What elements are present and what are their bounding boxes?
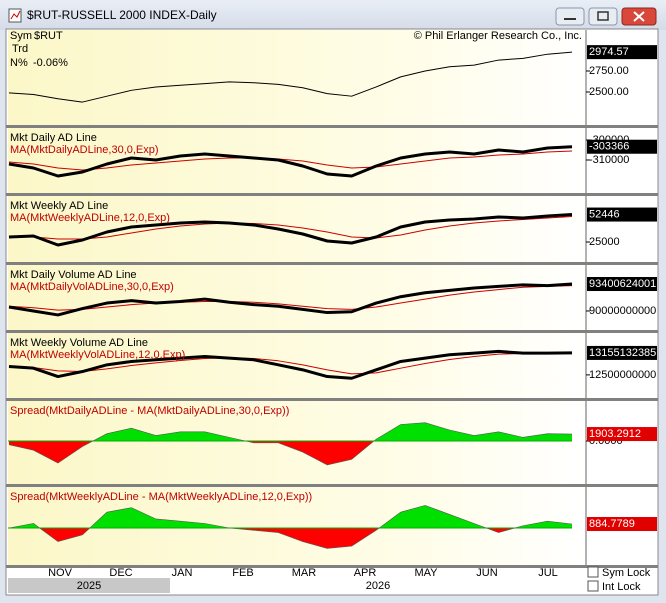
copyright: © Phil Erlanger Research Co., Inc. xyxy=(414,30,582,42)
sym-value: $RUT xyxy=(34,30,63,42)
sym-lock-checkbox[interactable] xyxy=(587,566,599,578)
plot-body xyxy=(8,282,573,317)
close-glyph xyxy=(633,11,645,22)
plot-body xyxy=(8,213,573,247)
panel-subtitle: MA(MktDailyVolADLine,30,0,Exp) xyxy=(10,281,174,293)
y-tick-label: 25000 xyxy=(589,236,620,248)
int-lock-checkbox[interactable] xyxy=(587,580,599,592)
month-label: DEC xyxy=(109,567,132,579)
y-tick-label: -310000 xyxy=(589,154,629,166)
maximize-glyph xyxy=(597,11,609,21)
plot-body xyxy=(8,51,573,103)
year-band xyxy=(8,578,170,593)
app-icon-glyph xyxy=(10,10,21,20)
panel: Spread(MktWeeklyADLine - MA(MktWeeklyADL… xyxy=(6,487,658,568)
panel-background xyxy=(8,265,586,330)
trd-label: Trd xyxy=(12,43,28,55)
panel-title: Spread(MktDailyADLine - MA(MktDailyADLin… xyxy=(10,405,289,417)
sym-lock-label: Sym Lock xyxy=(602,567,651,579)
window-title: $RUT-RUSSELL 2000 INDEX-Daily xyxy=(27,8,217,22)
ma-line xyxy=(8,352,572,375)
current-value-box xyxy=(587,427,657,442)
plot-body xyxy=(8,422,573,466)
panel-title: Mkt Weekly AD Line xyxy=(10,200,108,212)
plot-body xyxy=(8,505,573,549)
month-label: APR xyxy=(354,567,377,579)
current-value-box xyxy=(587,277,657,292)
spread-outline xyxy=(8,505,573,549)
negative-area xyxy=(9,441,572,465)
year-label: 2025 xyxy=(77,580,101,592)
panel-subtitle: MA(MktDailyADLine,30,0,Exp) xyxy=(10,144,159,156)
month-label: MAY xyxy=(414,567,438,579)
data-line xyxy=(8,213,573,247)
maximize-button[interactable] xyxy=(588,7,618,26)
plot-body xyxy=(8,145,573,178)
panel-title: Mkt Weekly Volume AD Line xyxy=(10,337,148,349)
positive-area xyxy=(9,505,572,529)
panel: 25000 Mkt Weekly AD LineMA(MktWeeklyADLin… xyxy=(6,196,658,265)
panel-background xyxy=(8,196,586,262)
panel: 90000000000 Mkt Daily Volume AD LineMA(Mk… xyxy=(6,265,658,333)
current-value-label: 2974.57 xyxy=(589,46,629,58)
title-bar xyxy=(0,0,666,30)
current-value-box xyxy=(587,139,657,154)
current-value-box xyxy=(587,45,657,60)
current-value-label: -303366 xyxy=(589,141,629,153)
y-tick-label: 12500000000 xyxy=(589,369,656,381)
month-label: JUN xyxy=(476,567,497,579)
minimize-button[interactable] xyxy=(555,7,585,26)
current-value-label: 1903.2912 xyxy=(589,428,641,440)
panel: 12500000000 Mkt Weekly Volume AD LineMA(M… xyxy=(6,333,658,401)
month-label: NOV xyxy=(48,567,73,579)
int-lock-label: Int Lock xyxy=(602,581,641,593)
current-value-box xyxy=(587,517,657,532)
current-value-label: 884.7789 xyxy=(589,518,635,530)
n-label: N% xyxy=(10,57,28,69)
ma-line xyxy=(8,285,573,311)
panel-subtitle: MA(MktWeeklyADLine,12,0,Exp) xyxy=(10,212,170,224)
month-label: JAN xyxy=(172,567,193,579)
data-line xyxy=(8,282,573,317)
panel-title: Spread(MktWeeklyADLine - MA(MktWeeklyADL… xyxy=(10,491,312,503)
year-label: 2026 xyxy=(366,580,390,592)
y-tick-label: 2500.00 xyxy=(589,86,629,98)
panel-title: Mkt Daily Volume AD Line xyxy=(10,269,137,281)
positive-area xyxy=(92,422,572,442)
sym-label: Sym xyxy=(10,30,32,42)
current-value-box xyxy=(587,345,657,360)
panel: 0.0000Spread(MktDailyADLine - MA(MktDail… xyxy=(6,401,658,487)
negative-area xyxy=(9,528,572,549)
n-value: -0.06% xyxy=(33,57,68,69)
data-line xyxy=(8,349,573,380)
ma-line xyxy=(8,150,573,171)
panel-title: Mkt Daily AD Line xyxy=(10,132,97,144)
current-value-label: 52446 xyxy=(589,208,620,220)
current-value-label: 93400624001 xyxy=(589,278,656,290)
month-label: FEB xyxy=(232,567,253,579)
data-line xyxy=(8,145,573,178)
current-value-label: 13155132385 xyxy=(589,347,656,359)
panel-background xyxy=(8,30,586,125)
plot-body xyxy=(8,349,573,380)
panel-subtitle: MA(MktWeeklyVolADLine,12,0,Exp) xyxy=(10,349,185,361)
y-tick-label: 90000000000 xyxy=(589,305,656,317)
ma-line xyxy=(9,216,573,240)
current-value-box xyxy=(587,207,657,222)
y-tick-label: 2750.00 xyxy=(589,65,629,77)
month-label: JUL xyxy=(538,567,558,579)
spread-outline xyxy=(8,422,573,466)
panel: 2500.00 2750.00 2974.57 xyxy=(6,30,658,128)
month-label: MAR xyxy=(292,567,317,579)
data-line xyxy=(8,51,573,103)
